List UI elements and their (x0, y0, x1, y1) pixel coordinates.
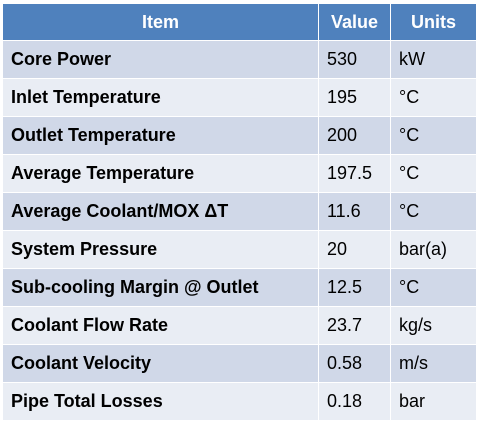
table-row: Coolant Velocity 0.58 m/s (2, 344, 477, 383)
header-row: Item Value Units (2, 3, 477, 41)
table-body: Core Power 530 kW Inlet Temperature 195 °C Out… (2, 40, 477, 421)
value-cell: 20 (318, 230, 391, 269)
value-cell: 195 (318, 78, 391, 117)
table-row: Coolant Flow Rate 23.7 kg/s (2, 306, 477, 345)
value-cell: 530 (318, 40, 391, 79)
header-cell: Units (390, 3, 477, 41)
units-cell: bar (390, 382, 477, 421)
value-cell: 197.5 (318, 154, 391, 193)
table-row: Core Power 530 kW (2, 40, 477, 79)
item-cell: Pipe Total Losses (2, 382, 319, 421)
table-row: Pipe Total Losses 0.18 bar (2, 382, 477, 421)
header-cell: Item (2, 3, 319, 41)
table-row: Outlet Temperature 200 °C (2, 116, 477, 155)
value-cell: 11.6 (318, 192, 391, 231)
units-cell: bar(a) (390, 230, 477, 269)
units-cell: kg/s (390, 306, 477, 345)
units-cell: °C (390, 154, 477, 193)
item-cell: Coolant Velocity (2, 344, 319, 383)
units-cell: °C (390, 116, 477, 155)
item-cell: System Pressure (2, 230, 319, 269)
units-cell: °C (390, 192, 477, 231)
item-cell: Sub-cooling Margin @ Outlet (2, 268, 319, 307)
table-row: Average Temperature 197.5 °C (2, 154, 477, 193)
value-cell: 0.58 (318, 344, 391, 383)
value-cell: 0.18 (318, 382, 391, 421)
item-cell: Inlet Temperature (2, 78, 319, 117)
units-cell: °C (390, 78, 477, 117)
table-row: Sub-cooling Margin @ Outlet 12.5 °C (2, 268, 477, 307)
item-cell: Outlet Temperature (2, 116, 319, 155)
value-cell: 23.7 (318, 306, 391, 345)
table-row: Inlet Temperature 195 °C (2, 78, 477, 117)
header-cell: Value (318, 3, 391, 41)
table-row: System Pressure 20 bar(a) (2, 230, 477, 269)
value-cell: 200 (318, 116, 391, 155)
table-row: Average Coolant/MOX ΔT 11.6 °C (2, 192, 477, 231)
item-cell: Average Temperature (2, 154, 319, 193)
item-cell: Core Power (2, 40, 319, 79)
units-cell: kW (390, 40, 477, 79)
item-cell: Average Coolant/MOX ΔT (2, 192, 319, 231)
units-cell: °C (390, 268, 477, 307)
data-table: Item Value Units Core Power 530 kW Inlet Temp… (2, 3, 477, 421)
units-cell: m/s (390, 344, 477, 383)
item-cell: Coolant Flow Rate (2, 306, 319, 345)
value-cell: 12.5 (318, 268, 391, 307)
